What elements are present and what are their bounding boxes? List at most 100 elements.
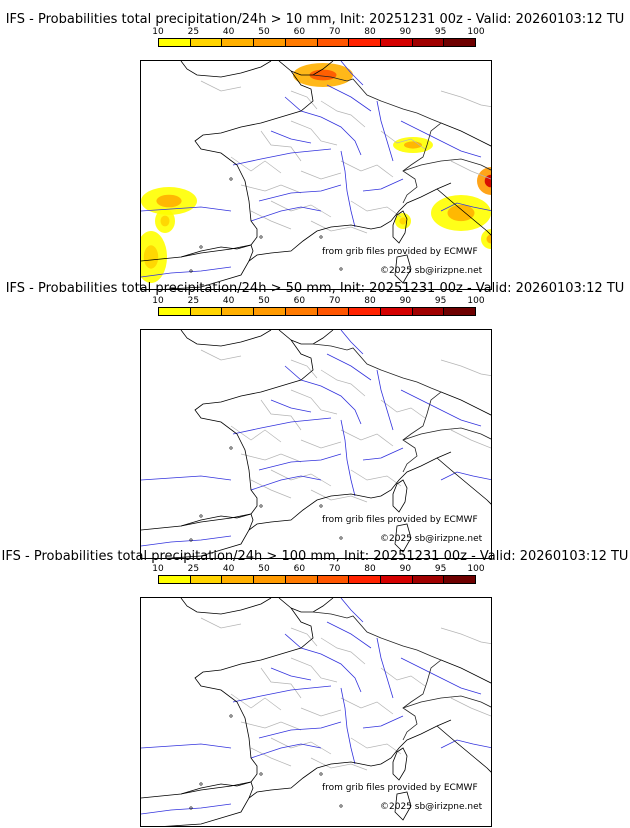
colorbar-swatch — [380, 39, 413, 46]
country-border — [312, 343, 442, 473]
sardinia — [394, 254, 412, 284]
colorbar — [158, 38, 476, 47]
river — [141, 535, 232, 547]
precip-area — [481, 229, 491, 249]
map-france-100mm — [140, 597, 492, 827]
colorbar-tick-label: 90 — [399, 564, 412, 574]
colorbar-swatch — [285, 576, 318, 583]
coastline — [141, 598, 314, 799]
precip-core — [309, 69, 337, 81]
coastline — [164, 513, 254, 558]
coastline — [436, 122, 491, 236]
precip-area — [477, 167, 491, 195]
coastline — [180, 330, 272, 347]
river — [258, 184, 342, 202]
colorbar-tick-label: 80 — [364, 564, 376, 574]
river — [270, 667, 312, 681]
precip-core — [486, 234, 491, 244]
river — [250, 743, 322, 759]
colorbar-tick-label: 80 — [364, 296, 376, 306]
island — [259, 235, 263, 239]
colorbar-ticks: 10 25 40 50 60 70 80 90 95 100 — [152, 27, 484, 38]
colorbar-swatch — [349, 576, 381, 583]
island — [339, 804, 343, 808]
river — [326, 621, 372, 649]
island — [339, 536, 343, 540]
colorbar-tick-label: 100 — [467, 27, 485, 37]
corsica — [392, 210, 408, 244]
island — [259, 772, 263, 776]
admin-boundary — [340, 429, 394, 447]
river — [340, 330, 364, 355]
admin-boundary — [300, 707, 342, 717]
coastline — [180, 61, 272, 78]
colorbar-swatch — [380, 576, 413, 583]
river — [376, 369, 394, 431]
colorbar-tick-label: 50 — [258, 27, 270, 37]
source-credit: from grib files provided by ECMWF — [322, 783, 478, 793]
sardinia — [394, 523, 412, 553]
river — [250, 475, 322, 491]
precip-core — [160, 215, 170, 227]
admin-boundary — [310, 220, 368, 234]
colorbar-swatch — [349, 308, 381, 315]
admin-boundary — [450, 429, 491, 449]
admin-boundary — [340, 697, 394, 715]
colorbar-tick-label: 40 — [222, 27, 235, 37]
admin-boundary — [340, 160, 394, 178]
admin-boundary — [230, 156, 282, 174]
river — [141, 266, 232, 278]
colorbar-tick-label: 95 — [434, 27, 447, 37]
colorbar-ticks: 10 25 40 50 60 70 80 90 95 100 — [152, 564, 484, 575]
copyright-credit: ©2025 sb@irizpne.net — [380, 266, 483, 276]
colorbar-tick-label: 100 — [467, 564, 485, 574]
colorbar-tick-label: 80 — [364, 27, 376, 37]
colorbar-tick-label: 70 — [328, 564, 341, 574]
coastline — [248, 451, 452, 531]
colorbar-swatch — [444, 39, 476, 46]
admin-boundary — [440, 359, 491, 377]
admin-boundary — [320, 369, 366, 397]
country-border — [402, 427, 491, 441]
map-france-10mm — [140, 60, 492, 290]
panel-100mm: IFS - Probabilities total precipitation/… — [0, 549, 630, 827]
river — [400, 389, 482, 427]
island — [229, 177, 233, 181]
admin-boundary — [290, 389, 338, 415]
river — [284, 633, 362, 693]
river — [340, 598, 364, 623]
admin-boundary — [350, 200, 402, 218]
island — [319, 504, 323, 508]
river — [141, 206, 232, 212]
admin-boundary — [270, 469, 332, 487]
river — [340, 61, 364, 86]
island — [319, 235, 323, 239]
river — [440, 471, 491, 481]
admin-boundary — [290, 90, 318, 110]
coastline — [164, 244, 254, 289]
colorbar-swatch — [159, 576, 191, 583]
river — [141, 803, 232, 815]
panel-10mm: IFS - Probabilities total precipitation/… — [0, 12, 630, 290]
admin-boundary — [450, 160, 491, 180]
colorbar-tick-label: 25 — [187, 27, 200, 37]
colorbar-swatch — [317, 39, 350, 46]
colorbar-swatch — [159, 308, 191, 315]
colorbar-swatch — [285, 308, 318, 315]
admin-boundary — [240, 721, 302, 731]
coastline — [180, 598, 272, 615]
river — [376, 637, 394, 699]
river — [400, 120, 482, 158]
colorbar-tick-label: 25 — [187, 564, 200, 574]
island — [189, 269, 193, 273]
map-canvas — [141, 61, 491, 289]
river — [232, 685, 332, 703]
river — [141, 743, 232, 749]
coastline — [436, 659, 491, 773]
island — [199, 514, 203, 518]
admin-boundary — [250, 747, 292, 767]
river — [376, 100, 394, 162]
island — [199, 782, 203, 786]
corsica — [392, 747, 408, 781]
admin-boundary — [250, 210, 292, 230]
